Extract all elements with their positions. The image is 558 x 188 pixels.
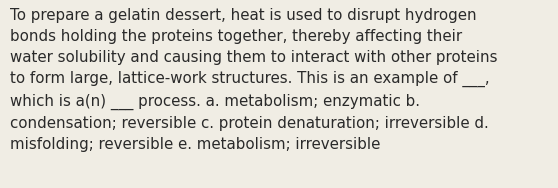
Text: To prepare a gelatin dessert, heat is used to disrupt hydrogen
bonds holding the: To prepare a gelatin dessert, heat is us… (10, 8, 498, 152)
